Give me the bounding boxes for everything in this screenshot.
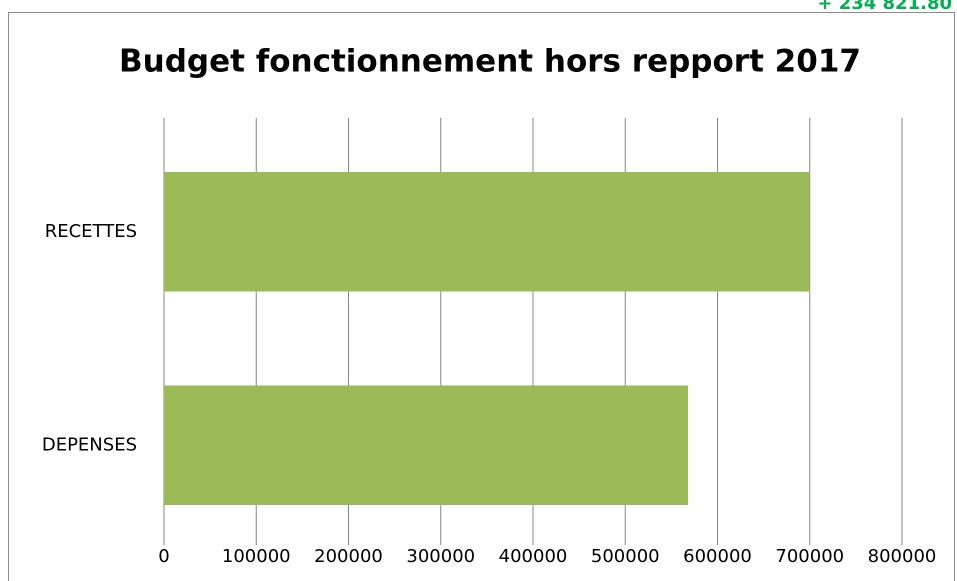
annotation: + 234 821.80 bbox=[817, 0, 952, 14]
x-tick-label: 200000 bbox=[314, 546, 383, 567]
x-tick-label: 0 bbox=[158, 546, 169, 567]
x-tick-label: 500000 bbox=[591, 546, 660, 567]
x-tick-label: 400000 bbox=[499, 546, 568, 567]
chart-title: Budget fonctionnement hors repport 2017 bbox=[119, 44, 861, 80]
x-tick-label: 700000 bbox=[775, 546, 844, 567]
bar bbox=[164, 171, 810, 292]
x-tick-label: 600000 bbox=[683, 546, 752, 567]
x-tick-label: 800000 bbox=[868, 546, 937, 567]
y-tick-label: DEPENSES bbox=[42, 434, 137, 455]
y-tick-label: RECETTES bbox=[45, 221, 137, 242]
x-tick-label: 300000 bbox=[406, 546, 475, 567]
bar bbox=[164, 385, 688, 506]
x-tick-label: 100000 bbox=[222, 546, 291, 567]
